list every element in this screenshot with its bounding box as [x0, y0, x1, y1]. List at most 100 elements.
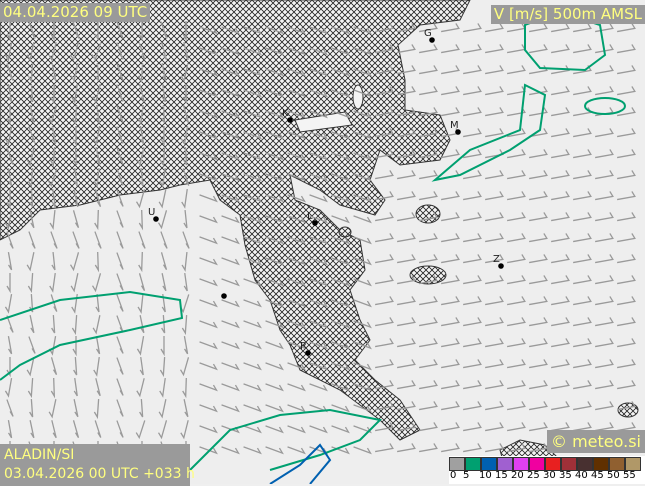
wind-barb: [72, 21, 80, 39]
wind-barb: [595, 254, 614, 264]
wind-barb: [50, 294, 58, 312]
wind-barb: [138, 231, 146, 249]
wind-barb: [221, 446, 240, 455]
wind-barb: [353, 131, 372, 140]
wind-barb: [617, 191, 636, 201]
wind-barb: [116, 84, 124, 102]
wind-barb: [95, 378, 101, 397]
wind-barb: [507, 212, 526, 222]
city-dot: [455, 129, 461, 135]
wind-barb: [287, 446, 306, 455]
wind-barb: [331, 110, 350, 119]
wind-barb: [309, 68, 328, 77]
city-dot: [312, 220, 318, 226]
wind-barb: [4, 294, 13, 314]
wind-barb: [158, 399, 167, 419]
wind-barb: [70, 273, 79, 293]
city-dot: [429, 37, 435, 43]
wind-barb: [397, 107, 416, 117]
wind-barb: [353, 404, 372, 413]
wind-barb: [507, 317, 526, 327]
wind-barb: [73, 356, 78, 376]
wind-barb: [199, 173, 218, 182]
wind-barb: [331, 173, 350, 182]
wind-barb: [199, 110, 218, 119]
city-dot: [287, 117, 293, 123]
wind-barb: [375, 233, 394, 243]
wind-barb: [507, 233, 526, 243]
wind-barb: [116, 168, 124, 186]
wind-barb: [287, 173, 306, 182]
wind-barb: [331, 194, 350, 203]
wind-barb: [507, 128, 526, 138]
wind-barb: [463, 44, 482, 54]
wind-barb: [28, 126, 36, 144]
wind-barb: [507, 380, 526, 390]
wind-barb: [419, 128, 438, 138]
wind-barb: [419, 86, 438, 96]
wind-barb: [485, 86, 504, 96]
legend-tick: 15: [495, 470, 508, 481]
wind-barb: [529, 128, 548, 138]
city-label: K: [282, 108, 289, 119]
wind-barb: [309, 173, 328, 182]
wind-barb: [595, 233, 614, 243]
wind-barb: [182, 105, 190, 123]
wind-barb: [116, 357, 124, 375]
wind-barb: [419, 44, 438, 54]
legend-swatch: [593, 457, 609, 471]
wind-barb: [287, 194, 306, 203]
wind-barb: [419, 191, 438, 201]
wind-barb: [397, 380, 416, 390]
wind-barb: [72, 210, 80, 228]
wind-barb: [29, 293, 34, 313]
wind-barb: [49, 209, 56, 230]
wind-barb: [419, 317, 438, 327]
wind-barb: [221, 26, 240, 35]
wind-barb: [309, 341, 328, 350]
wind-barb: [375, 149, 394, 159]
wind-barb: [27, 272, 34, 294]
wind-barb: [397, 44, 416, 54]
wind-barb: [50, 231, 58, 249]
wind-barb: [139, 356, 144, 376]
wind-barb: [287, 320, 306, 329]
wind-barb: [551, 233, 570, 243]
wind-barb: [485, 65, 504, 75]
wind-barb: [419, 65, 438, 75]
wind-barb: [573, 191, 592, 201]
wind-barb: [6, 315, 14, 333]
wind-barb: [136, 147, 145, 167]
wind-barb: [507, 359, 526, 369]
wind-barb: [617, 128, 636, 138]
legend-tick: 40: [575, 470, 588, 481]
wind-barb: [419, 359, 438, 369]
wind-barb: [116, 273, 124, 291]
wind-barb: [199, 362, 218, 371]
wind-barb: [51, 314, 56, 334]
wind-barb: [463, 212, 482, 222]
wind-barb: [617, 401, 636, 411]
wind-barb: [617, 170, 636, 180]
wind-barb: [375, 380, 394, 390]
wind-barb: [287, 257, 306, 266]
wind-barb: [157, 420, 168, 440]
wind-barb: [139, 398, 144, 418]
wind-barb: [309, 89, 328, 98]
wind-barb: [183, 272, 188, 292]
wind-barb: [72, 126, 77, 147]
wind-barb: [375, 317, 394, 327]
legend-tick: 5: [463, 470, 470, 481]
wind-barb: [551, 317, 570, 327]
legend-tick: 10: [479, 470, 492, 481]
wind-barb: [51, 188, 56, 208]
wind-barb: [441, 359, 460, 369]
wind-barb: [28, 231, 36, 249]
legend-swatch: [577, 457, 593, 471]
wind-barb: [309, 110, 328, 119]
wind-barb: [91, 42, 102, 62]
wind-barb: [4, 42, 13, 62]
wind-barb: [182, 83, 188, 105]
wind-barb: [221, 173, 240, 182]
wind-barb: [243, 26, 262, 35]
